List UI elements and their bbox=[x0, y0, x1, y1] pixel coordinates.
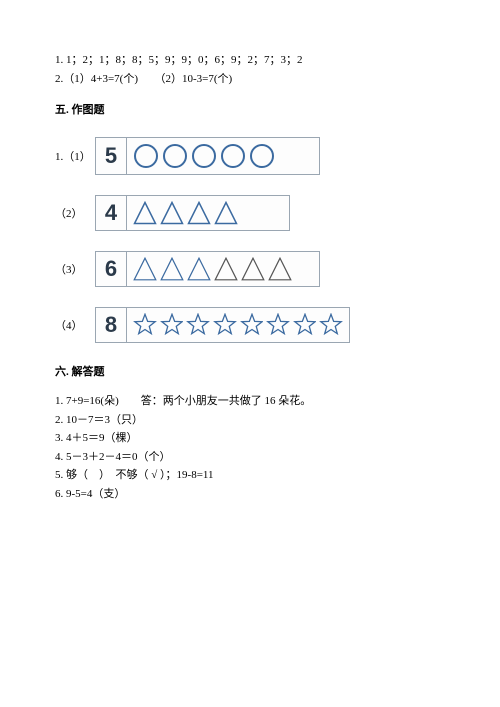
figure-box: 6 bbox=[95, 251, 320, 287]
figure-label: 1.（1） bbox=[55, 148, 95, 164]
triangle-icon bbox=[214, 201, 238, 225]
star-icon bbox=[133, 313, 157, 337]
triangle-icon bbox=[160, 201, 184, 225]
answer-line: 1. 7+9=16(朵) 答：两个小朋友一共做了 16 朵花。 bbox=[55, 393, 450, 410]
triangle-icon bbox=[133, 201, 157, 225]
figure-box: 8 bbox=[95, 307, 350, 343]
shapes-cell bbox=[127, 252, 319, 286]
figure-row: （3）6 bbox=[55, 251, 450, 287]
answer-line-1: 1. 1；2；1；8；8；5；9；9；0；6；9；2；7；3；2 bbox=[55, 52, 450, 69]
star-icon bbox=[186, 313, 210, 337]
star-icon bbox=[266, 313, 290, 337]
figure-number: 8 bbox=[96, 308, 127, 342]
star-icon bbox=[213, 313, 237, 337]
figure-label: （2） bbox=[55, 205, 95, 221]
star-icon bbox=[293, 313, 317, 337]
tri-mixed-icon bbox=[187, 257, 211, 281]
star-icon bbox=[240, 313, 264, 337]
tri-mixed-icon bbox=[268, 257, 292, 281]
figure-row: （4）8 bbox=[55, 307, 450, 343]
shapes-cell bbox=[127, 196, 289, 230]
star-icon bbox=[160, 313, 184, 337]
figure-number: 5 bbox=[96, 138, 127, 174]
circle-icon bbox=[249, 143, 275, 169]
figure-box: 4 bbox=[95, 195, 290, 231]
star-icon bbox=[319, 313, 343, 337]
figure-label: （4） bbox=[55, 317, 95, 333]
circle-icon bbox=[220, 143, 246, 169]
circle-icon bbox=[162, 143, 188, 169]
answer-line-2: 2.（1）4+3=7(个) （2）10-3=7(个) bbox=[55, 71, 450, 88]
section-6-lines: 1. 7+9=16(朵) 答：两个小朋友一共做了 16 朵花。 2. 10－7＝3… bbox=[55, 393, 450, 502]
answer-line: 3. 4＋5＝9（棵） bbox=[55, 430, 450, 447]
figure-box: 5 bbox=[95, 137, 320, 175]
tri-mixed-icon bbox=[241, 257, 265, 281]
tri-mixed-icon bbox=[160, 257, 184, 281]
circle-icon bbox=[191, 143, 217, 169]
figure-row: （2）4 bbox=[55, 195, 450, 231]
section-5-title: 五. 作图题 bbox=[55, 101, 450, 117]
figure-row: 1.（1）5 bbox=[55, 137, 450, 175]
answer-line: 6. 9-5=4（支） bbox=[55, 486, 450, 503]
figure-label: （3） bbox=[55, 261, 95, 277]
answer-line: 5. 够（ ） 不够（ √ ）；19-8=11 bbox=[55, 467, 450, 484]
figure-number: 6 bbox=[96, 252, 127, 286]
shapes-cell bbox=[127, 138, 319, 174]
shapes-cell bbox=[127, 308, 349, 342]
tri-mixed-icon bbox=[214, 257, 238, 281]
tri-mixed-icon bbox=[133, 257, 157, 281]
circle-icon bbox=[133, 143, 159, 169]
triangle-icon bbox=[187, 201, 211, 225]
answer-line: 2. 10－7＝3（只） bbox=[55, 412, 450, 429]
figures-container: 1.（1）5 （2）4 （3）6 （4）8 bbox=[55, 137, 450, 343]
figure-number: 4 bbox=[96, 196, 127, 230]
section-6-title: 六. 解答题 bbox=[55, 363, 450, 379]
answer-line: 4. 5－3＋2－4＝0（个） bbox=[55, 449, 450, 466]
